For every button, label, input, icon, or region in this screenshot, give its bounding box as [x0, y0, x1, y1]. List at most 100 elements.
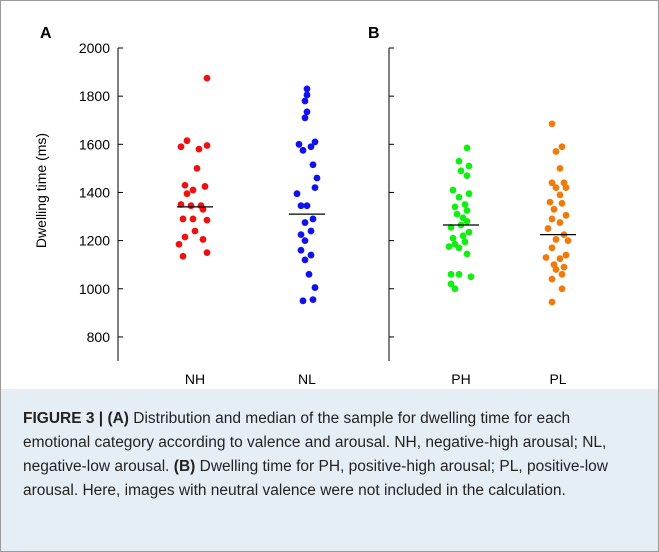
category-label-ph: PH: [451, 371, 470, 387]
category-label-pl: PL: [549, 371, 566, 387]
pl-point-29: [548, 298, 556, 306]
nl-point-15: [309, 215, 317, 223]
pl-point-3: [556, 164, 564, 172]
pl-point-7: [552, 184, 560, 192]
caption-panel-a-tag: (A): [107, 410, 129, 427]
ph-point-15: [447, 223, 455, 231]
pl-point-22: [556, 255, 564, 263]
nh-point-14: [189, 215, 197, 223]
nh-point-10: [177, 201, 185, 208]
pl-point-19: [548, 244, 556, 252]
ph-point-9: [451, 203, 459, 211]
category-label-nh: NH: [185, 371, 205, 387]
panel-a-tick-label-1600: 1600: [79, 136, 110, 152]
nl-point-12: [293, 190, 301, 198]
ph-point-24: [455, 270, 463, 278]
ph-point-21: [445, 243, 453, 251]
nh-point-16: [203, 216, 211, 224]
nh-point-18: [181, 233, 189, 241]
ph-point-22: [455, 244, 463, 252]
pl-point-11: [550, 205, 558, 213]
pl-point-8: [556, 191, 564, 199]
nl-point-13: [303, 202, 311, 210]
nh-point-5: [193, 164, 201, 172]
pl-point-18: [564, 237, 572, 245]
pl-point-12: [562, 211, 570, 219]
nh-point-0: [203, 74, 211, 82]
ph-point-13: [463, 217, 471, 225]
ph-point-4: [463, 172, 471, 180]
pl-point-25: [552, 266, 560, 273]
nl-point-26: [309, 296, 317, 304]
nl-point-25: [299, 297, 307, 305]
caption-text: FIGURE 3 | (A) Distribution and median o…: [23, 407, 636, 503]
nl-point-14: [297, 202, 305, 210]
panel-a-tick-label-2000: 2000: [79, 40, 110, 56]
pl-point-21: [542, 254, 550, 261]
caption-text-part-2: Dwelling time for PH, positive-high arou…: [23, 458, 608, 499]
pl-point-17: [552, 236, 560, 243]
ph-point-8: [461, 201, 469, 208]
nl-point-5: [295, 140, 303, 148]
ph-point-6: [465, 190, 473, 198]
ph-point-5: [449, 186, 457, 194]
ph-point-27: [447, 280, 455, 288]
nh-point-8: [189, 186, 197, 194]
caption-text-part-1: Distribution and median of the sample fo…: [23, 410, 607, 475]
nl-point-11: [311, 184, 319, 192]
pl-point-15: [544, 225, 552, 232]
nl-point-8: [299, 146, 307, 154]
ph-point-28: [451, 285, 459, 293]
nl-point-3: [303, 108, 311, 116]
pl-point-0: [548, 120, 556, 128]
pl-point-14: [556, 219, 564, 226]
nh-point-4: [177, 143, 185, 151]
ph-point-2: [465, 162, 473, 170]
nl-point-22: [301, 256, 309, 264]
ph-point-10: [463, 207, 471, 214]
figure-3-chart: A 800 1000 1200 1400 1600 1800 2000 Dwelling tim…: [33, 25, 576, 387]
ph-point-19: [461, 238, 469, 246]
figure-caption: FIGURE 3 | (A) Distribution and median o…: [1, 389, 658, 551]
ph-point-1: [455, 157, 463, 165]
nl-point-24: [311, 284, 319, 291]
nh-point-19: [199, 236, 207, 243]
nh-point-12: [187, 202, 195, 210]
nl-point-4: [301, 114, 309, 122]
ph-point-3: [457, 167, 465, 175]
nh-point-6: [181, 181, 189, 189]
ph-point-23: [463, 250, 471, 258]
pl-point-28: [558, 285, 566, 293]
nl-point-19: [301, 237, 309, 245]
category-label-nl: NL: [298, 371, 316, 387]
pl-point-13: [548, 215, 556, 223]
nh-point-1: [183, 137, 191, 145]
ph-point-11: [453, 210, 461, 218]
caption-figure-label: FIGURE 3 |: [23, 410, 108, 427]
ph-point-26: [447, 270, 455, 278]
nl-point-1: [303, 91, 311, 99]
nh-point-22: [179, 252, 187, 260]
nh-point-7: [201, 183, 209, 190]
nl-point-18: [297, 231, 305, 238]
nh-point-2: [203, 142, 211, 149]
caption-panel-b-tag: (B): [173, 458, 196, 475]
nl-point-2: [301, 97, 309, 105]
nh-point-15: [179, 215, 187, 223]
nl-point-0: [303, 85, 311, 93]
nh-point-9: [183, 190, 191, 198]
ph-point-17: [459, 232, 467, 240]
pl-point-1: [558, 143, 566, 151]
nh-point-20: [175, 240, 183, 248]
panel-a-tick-label-1000: 1000: [79, 281, 110, 297]
pl-point-20: [562, 251, 570, 259]
panel-a-tick-label-1400: 1400: [79, 184, 110, 200]
ph-point-16: [465, 228, 473, 236]
nl-point-23: [305, 270, 313, 278]
nl-point-20: [297, 246, 305, 254]
pl-point-24: [560, 263, 568, 271]
nl-point-21: [307, 251, 315, 259]
panel-a-y-axis-label: Dwelling time (ms): [33, 133, 49, 248]
nl-point-16: [301, 219, 309, 226]
pl-point-26: [558, 270, 566, 278]
